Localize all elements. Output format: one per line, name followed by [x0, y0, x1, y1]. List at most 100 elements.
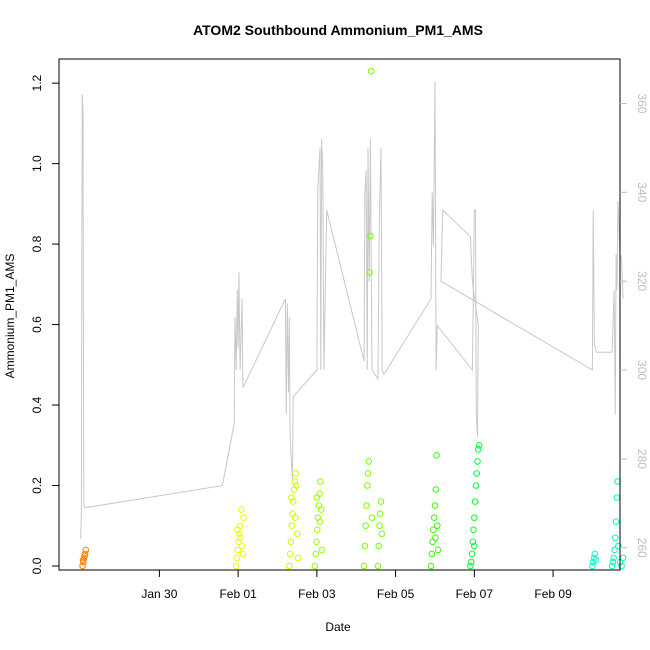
- data-point: [471, 498, 479, 505]
- data-point: [367, 67, 375, 75]
- data-point: [317, 506, 325, 513]
- altitude-line-layer: [80, 81, 624, 539]
- x-tick-label: Feb 03: [298, 587, 336, 601]
- y-axis-label: Ammonium_PM1_AMS: [3, 254, 17, 379]
- data-point: [240, 514, 247, 522]
- data-point: [234, 526, 241, 534]
- x-tick-label: Feb 09: [534, 587, 572, 601]
- data-point: [360, 562, 368, 570]
- data-point: [292, 470, 299, 477]
- data-point: [469, 538, 477, 546]
- data-point: [316, 518, 324, 526]
- axes-layer: Jan 30 Feb 01 Feb 03 Feb 05 Feb 07 Feb 09 0.0 0…: [30, 74, 649, 601]
- data-point: [235, 538, 242, 546]
- data-point: [470, 526, 477, 534]
- data-point: [433, 452, 440, 459]
- x-axis-label: Date: [325, 620, 351, 634]
- data-point: [79, 562, 86, 570]
- y-tick-label: 0.8: [30, 235, 44, 252]
- data-point: [618, 562, 625, 570]
- y2-tick-label: 300: [635, 360, 649, 380]
- data-point: [291, 478, 299, 485]
- plot-frame: [58, 58, 621, 571]
- data-point: [468, 550, 476, 558]
- x-tick-label: Feb 01: [219, 587, 257, 601]
- data-point: [428, 550, 436, 558]
- y-tick-label: 0.6: [30, 316, 44, 333]
- data-point: [610, 554, 618, 562]
- data-point: [376, 510, 384, 518]
- y2-tick-label: 320: [635, 271, 649, 291]
- data-point: [237, 534, 244, 542]
- data-point: [612, 534, 619, 542]
- data-point: [590, 554, 598, 562]
- chart-title: ATOM2 Southbound Ammonium_PM1_AMS: [193, 22, 483, 38]
- data-point: [234, 546, 241, 554]
- data-point: [430, 526, 437, 534]
- data-point: [294, 554, 302, 562]
- data-point: [82, 546, 90, 554]
- data-point: [474, 458, 481, 465]
- data-point: [432, 486, 440, 493]
- y-tick-label: 1.0: [30, 155, 44, 172]
- data-point: [427, 562, 435, 570]
- data-point: [364, 470, 372, 477]
- data-point: [313, 538, 320, 546]
- data-point: [375, 542, 383, 550]
- y-tick-label: 0.4: [30, 396, 44, 413]
- data-point: [293, 482, 300, 489]
- data-point: [236, 530, 243, 538]
- x-tick-label: Jan 30: [141, 587, 177, 601]
- data-point: [288, 522, 296, 530]
- data-points-layer: [79, 67, 627, 570]
- data-point: [472, 482, 480, 489]
- y2-tick-label: 280: [635, 449, 649, 469]
- data-point: [318, 546, 326, 554]
- data-point: [467, 562, 474, 570]
- data-point: [81, 552, 88, 560]
- data-point: [314, 514, 322, 522]
- data-point: [432, 534, 439, 542]
- data-point: [364, 482, 371, 489]
- y2-tick-label: 360: [635, 93, 649, 113]
- data-point: [608, 562, 616, 570]
- data-point: [312, 550, 320, 558]
- altitude-line: [80, 81, 624, 539]
- data-point: [471, 542, 478, 550]
- y-tick-label: 0.2: [30, 477, 44, 494]
- data-point: [377, 498, 385, 505]
- data-point: [313, 494, 321, 501]
- data-point: [239, 550, 247, 558]
- data-point: [286, 550, 294, 558]
- data-point: [471, 514, 478, 522]
- data-point: [288, 494, 295, 501]
- data-point: [365, 458, 373, 465]
- data-point: [317, 478, 324, 485]
- data-point: [475, 446, 482, 453]
- data-point: [238, 542, 246, 550]
- data-point: [311, 562, 319, 570]
- data-point: [615, 542, 622, 550]
- data-point: [434, 522, 441, 530]
- data-point: [367, 232, 374, 240]
- data-point: [376, 522, 383, 530]
- data-point: [289, 498, 297, 505]
- data-point: [374, 562, 382, 570]
- data-point: [363, 502, 370, 509]
- y-tick-label: 1.2: [30, 74, 44, 91]
- data-point: [475, 442, 483, 449]
- data-point: [592, 556, 599, 564]
- data-point: [362, 522, 370, 530]
- data-point: [611, 546, 618, 554]
- data-point: [378, 530, 386, 538]
- y-tick-label: 0.0: [30, 557, 44, 574]
- data-point: [286, 562, 293, 570]
- data-point: [293, 530, 301, 538]
- data-point: [609, 558, 617, 566]
- data-point: [368, 514, 376, 522]
- data-point: [287, 538, 295, 546]
- data-point: [431, 502, 439, 509]
- data-point: [467, 558, 475, 566]
- data-point: [314, 526, 321, 534]
